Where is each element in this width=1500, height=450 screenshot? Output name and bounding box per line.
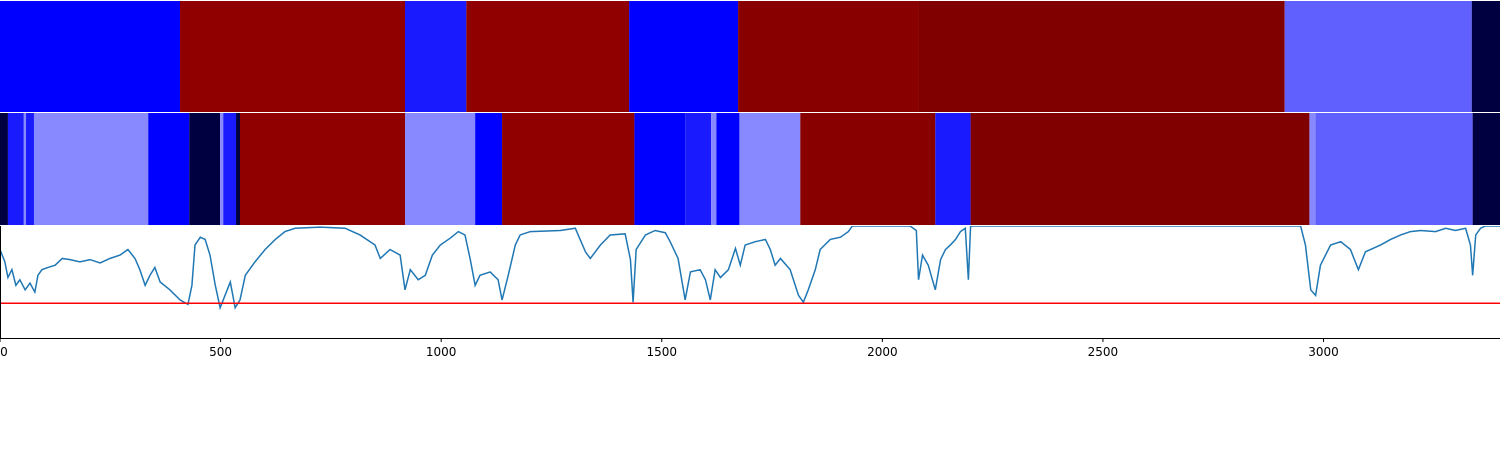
- segment: [180, 1, 405, 112]
- segment: [148, 113, 190, 225]
- segment: [0, 113, 8, 225]
- segment: [26, 113, 34, 225]
- segment: [466, 1, 630, 112]
- segment: [189, 113, 221, 225]
- segment: [405, 113, 476, 225]
- data-line: [0, 226, 1500, 311]
- segment: [716, 113, 740, 225]
- segment: [1309, 113, 1316, 225]
- segment: [970, 113, 1310, 225]
- segment: [685, 113, 712, 225]
- segment: [23, 113, 27, 225]
- segment: [1472, 113, 1500, 225]
- x-tick-label: 0: [0, 345, 8, 359]
- x-tick-label: 500: [209, 345, 232, 359]
- segment: [800, 113, 936, 225]
- segment: [918, 1, 1285, 112]
- x-tick-label: 1000: [426, 345, 457, 359]
- segment: [223, 113, 237, 225]
- segment: [240, 113, 405, 225]
- segment: [502, 113, 635, 225]
- segment: [634, 113, 686, 225]
- segment: [711, 113, 717, 225]
- segment: [1471, 1, 1500, 112]
- x-tick-label: 2000: [867, 345, 898, 359]
- segment: [629, 1, 739, 112]
- x-tick-label: 2500: [1088, 345, 1119, 359]
- segment: [935, 113, 971, 225]
- segment: [738, 1, 919, 112]
- segment: [1284, 1, 1472, 112]
- segment: [220, 113, 224, 225]
- segment: [7, 113, 24, 225]
- segment: [405, 1, 467, 112]
- segment: [33, 113, 149, 225]
- segment: [739, 113, 801, 225]
- segment: [0, 1, 180, 112]
- x-tick-label: 3000: [1308, 345, 1339, 359]
- x-tick-label: 1500: [646, 345, 677, 359]
- segment: [1315, 113, 1473, 225]
- segment: [236, 113, 240, 225]
- segment: [475, 113, 503, 225]
